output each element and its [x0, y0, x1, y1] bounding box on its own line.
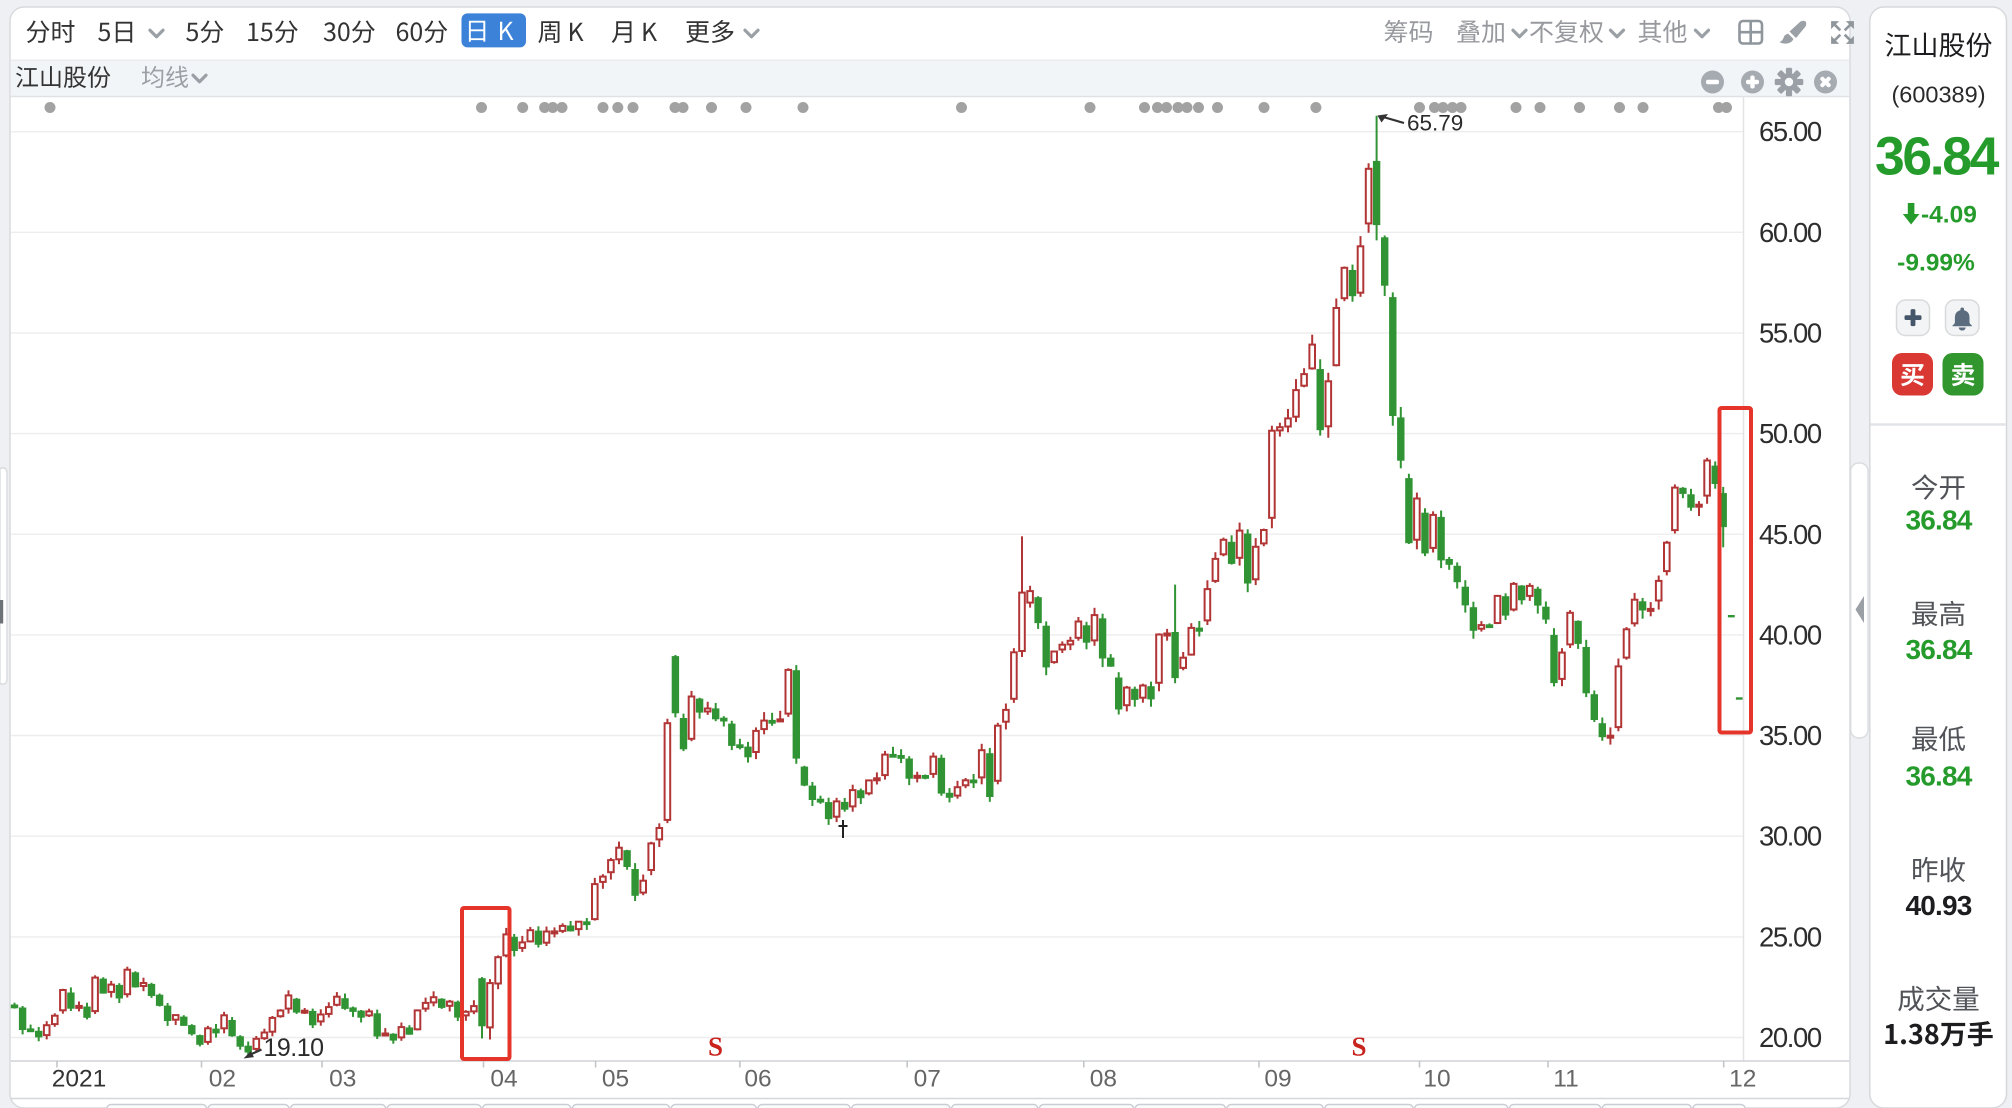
svg-text:05: 05 — [602, 1066, 629, 1093]
svg-text:-4.09: -4.09 — [1921, 202, 1977, 229]
svg-text:S: S — [1351, 1032, 1366, 1062]
svg-text:10: 10 — [1423, 1066, 1450, 1093]
svg-text:55.00: 55.00 — [1759, 318, 1822, 349]
svg-text:60.00: 60.00 — [1759, 217, 1822, 248]
svg-text:36.84: 36.84 — [1905, 761, 1972, 792]
svg-text:06: 06 — [744, 1066, 771, 1093]
svg-text:65.79: 65.79 — [1407, 111, 1463, 136]
svg-text:36.84: 36.84 — [1905, 505, 1972, 536]
svg-text:03: 03 — [329, 1066, 356, 1093]
svg-text:35.00: 35.00 — [1759, 720, 1822, 751]
svg-text:30.00: 30.00 — [1759, 821, 1822, 852]
svg-text:40.93: 40.93 — [1905, 890, 1971, 921]
svg-text:09: 09 — [1264, 1066, 1291, 1093]
svg-text:25.00: 25.00 — [1759, 921, 1822, 952]
svg-text:07: 07 — [914, 1066, 941, 1093]
svg-text:65.00: 65.00 — [1759, 116, 1822, 147]
svg-text:02: 02 — [209, 1066, 236, 1093]
svg-text:11: 11 — [1553, 1066, 1578, 1093]
svg-text:50.00: 50.00 — [1759, 418, 1822, 449]
svg-text:20.00: 20.00 — [1759, 1022, 1822, 1053]
svg-text:19.10: 19.10 — [264, 1034, 324, 1062]
svg-text:2021: 2021 — [52, 1066, 107, 1093]
svg-text:36.84: 36.84 — [1905, 634, 1972, 665]
svg-text:12: 12 — [1729, 1066, 1756, 1093]
svg-text:-9.99%: -9.99% — [1897, 250, 1975, 277]
svg-text:45.00: 45.00 — [1759, 519, 1822, 550]
svg-text:04: 04 — [490, 1066, 517, 1093]
svg-text:08: 08 — [1090, 1066, 1117, 1093]
svg-text:S: S — [708, 1032, 723, 1062]
svg-text:40.00: 40.00 — [1759, 619, 1822, 650]
svg-text:(600389): (600389) — [1891, 82, 1985, 108]
svg-text:36.84: 36.84 — [1875, 128, 2000, 187]
